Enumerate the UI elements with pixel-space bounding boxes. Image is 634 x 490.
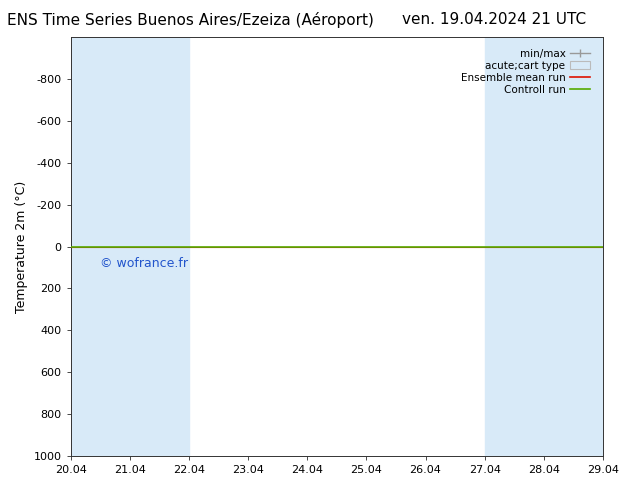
Text: ENS Time Series Buenos Aires/Ezeiza (Aéroport): ENS Time Series Buenos Aires/Ezeiza (Aér…	[7, 12, 373, 28]
Bar	[70, 37, 189, 456]
Bar	[484, 37, 603, 456]
Text: © wofrance.fr: © wofrance.fr	[100, 257, 188, 270]
Legend: min/max, acute;cart type, Ensemble mean run, Controll run: min/max, acute;cart type, Ensemble mean …	[458, 47, 592, 97]
Title: ENS Time Series Buenos Aires/Ezeiza (Aéroport)    ven. 19.04.2024 21 UTC: ENS Time Series Buenos Aires/Ezeiza (Aér…	[0, 489, 1, 490]
Y-axis label: Temperature 2m (°C): Temperature 2m (°C)	[15, 180, 28, 313]
Text: ven. 19.04.2024 21 UTC: ven. 19.04.2024 21 UTC	[403, 12, 586, 27]
